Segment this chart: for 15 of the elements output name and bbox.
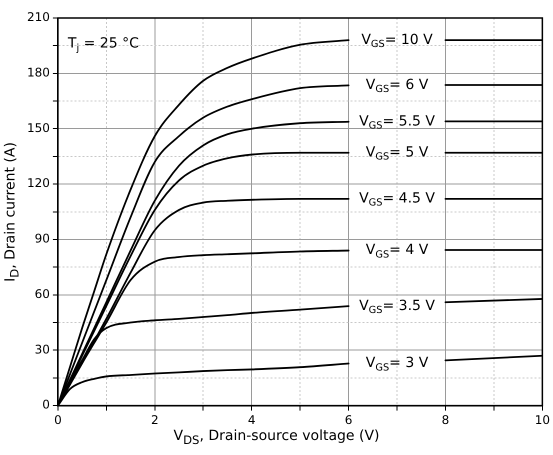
y-tick-label: 0 bbox=[42, 398, 50, 412]
x-tick-label: 6 bbox=[344, 412, 352, 427]
x-tick-label: 2 bbox=[150, 412, 159, 427]
y-tick-label: 210 bbox=[27, 10, 50, 24]
y-tick-label: 180 bbox=[27, 65, 50, 80]
y-tick-label: 90 bbox=[34, 232, 50, 246]
x-axis-title: V$_{DS}$, Drain-source voltage (V) bbox=[172, 428, 380, 447]
y-tick-label: 60 bbox=[34, 286, 50, 301]
x-tick-label: 0 bbox=[54, 412, 62, 427]
y-tick-label: 30 bbox=[34, 342, 50, 356]
x-tick-label: 8 bbox=[442, 412, 450, 427]
y-tick-label: 120 bbox=[27, 176, 50, 190]
x-tick-label: 10 bbox=[534, 412, 550, 427]
x-tick-label: 4 bbox=[248, 412, 256, 427]
y-tick-label: 150 bbox=[27, 120, 50, 135]
